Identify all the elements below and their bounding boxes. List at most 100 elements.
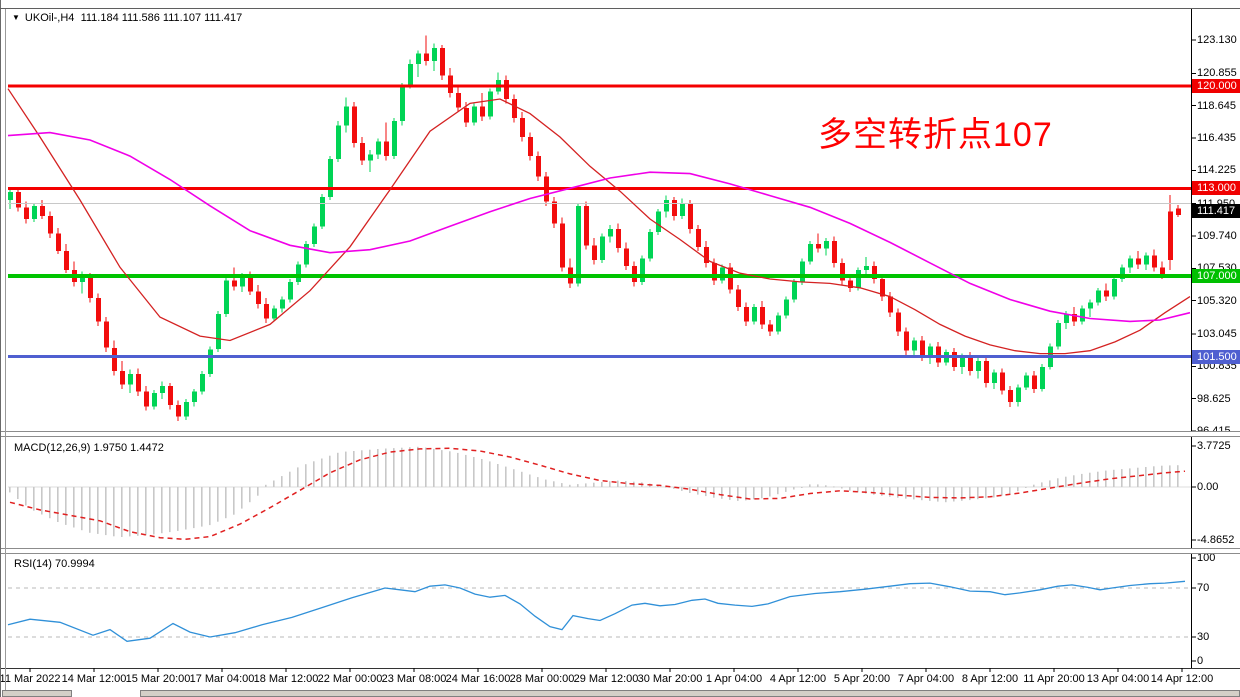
macd-hist-bar (361, 450, 363, 487)
time-label: 24 Mar 16:00 (445, 673, 511, 685)
splitter-macd-rsi[interactable] (0, 548, 1240, 554)
macd-hist-bar (721, 487, 723, 499)
macd-hist-bar (1153, 466, 1155, 487)
time-label: 13 Apr 04:00 (1086, 673, 1150, 685)
rsi-tick-label: 30 (1197, 631, 1210, 643)
splitter-main-macd[interactable] (0, 431, 1240, 437)
annotation-text[interactable]: 多空转折点107 (818, 116, 1053, 154)
macd-hist-bar (993, 487, 995, 498)
macd-hist-bar (1169, 465, 1171, 487)
macd-hist-bar (849, 487, 851, 491)
macd-hist-bar (345, 451, 347, 487)
candle-down (24, 207, 29, 219)
price-badge: 113.000 (1192, 181, 1240, 196)
time-label: 30 Mar 20:00 (637, 673, 703, 685)
time-label: 5 Apr 20:00 (833, 673, 891, 685)
macd-hist-bar (433, 448, 435, 487)
candle-up (224, 280, 229, 315)
macd-hist-bar (249, 487, 251, 503)
macd-hist-bar (1009, 487, 1011, 494)
macd-hist-bar (129, 487, 131, 537)
price-tick-label: 114.225 (1197, 164, 1236, 177)
macd-hist-bar (673, 487, 675, 489)
rsi-line (7, 580, 1186, 642)
candle-up (1080, 308, 1085, 322)
macd-hist-bar (153, 487, 155, 535)
candle-down (848, 280, 853, 288)
candle-down (688, 202, 693, 230)
candle-up (216, 314, 221, 350)
macd-hist-bar (961, 487, 963, 501)
price-tick-label: 105.320 (1197, 294, 1237, 307)
time-label: 17 Mar 04:00 (189, 673, 255, 685)
candle-down (760, 306, 765, 325)
window-left-inner-border (5, 8, 6, 697)
candle-up (160, 385, 165, 394)
candle-up (1128, 258, 1133, 268)
macd-hist-bar (1089, 472, 1091, 487)
window-left-border (0, 0, 1, 697)
candle-down (920, 340, 925, 357)
candle-down (440, 47, 445, 76)
bottom-button-remnant[interactable] (2, 690, 72, 697)
macd-hist-bar (273, 480, 275, 487)
macd-hist-bar (897, 487, 899, 498)
candle-up (1024, 375, 1029, 388)
macd-hist-bar (401, 447, 403, 487)
macd-hist-bar (321, 458, 323, 487)
candle-up (576, 205, 581, 284)
candle-up (368, 154, 373, 161)
chevron-down-icon[interactable]: ▼ (12, 13, 20, 22)
candle-down (40, 205, 45, 216)
candle-down (48, 216, 53, 234)
ma-slow-line (7, 131, 1191, 323)
macd-hist-bar (825, 485, 827, 487)
window-top-border (0, 8, 1240, 9)
candle-down (968, 356, 973, 372)
macd-hist-bar (281, 476, 283, 487)
macd-hist-bar (601, 482, 603, 487)
candle-up (128, 374, 133, 385)
candle-down (384, 141, 389, 156)
macd-hist-bar (377, 449, 379, 487)
macd-hist-bar (761, 487, 763, 499)
candle-down (120, 371, 125, 385)
candle-up (472, 106, 477, 123)
candle-down (264, 303, 269, 319)
macd-hist-bar (185, 487, 187, 530)
macd-hist-bar (657, 485, 659, 487)
macd-hist-bar (857, 487, 859, 493)
macd-hist-bar (89, 487, 91, 533)
candle-down (520, 118, 525, 137)
macd-hist-bar (537, 477, 539, 487)
macd-hist-bar (137, 487, 139, 536)
time-label: 18 Mar 12:00 (253, 673, 319, 685)
candle-down (984, 361, 989, 383)
candle-up (600, 236, 605, 260)
candle-down (512, 99, 517, 118)
candle-down (1072, 314, 1077, 322)
candle-down (736, 289, 741, 307)
macd-hist-bar (529, 474, 531, 487)
macd-hist-bar (513, 469, 515, 487)
rsi-tick-label: 100 (1197, 552, 1216, 564)
macd-hist-bar (337, 452, 339, 487)
macd-hist-bar (905, 487, 907, 499)
macd-hist-bar (753, 487, 755, 500)
candle-down (88, 276, 93, 299)
macd-hist-bar (177, 487, 179, 531)
macd-hist-bar (561, 483, 563, 487)
hscrollbar-remnant[interactable] (140, 690, 1240, 697)
candle-down (816, 243, 821, 249)
macd-hist-bar (409, 447, 411, 487)
candle-down (624, 248, 629, 266)
candle-up (304, 243, 309, 265)
candle-up (344, 106, 349, 126)
candle-down (592, 245, 597, 260)
macd-hist-bar (457, 452, 459, 487)
macd-hist-bar (953, 487, 955, 502)
time-label: 14 Apr 12:00 (1150, 673, 1214, 685)
candle-up (312, 226, 317, 244)
macd-hist-bar (833, 486, 835, 488)
